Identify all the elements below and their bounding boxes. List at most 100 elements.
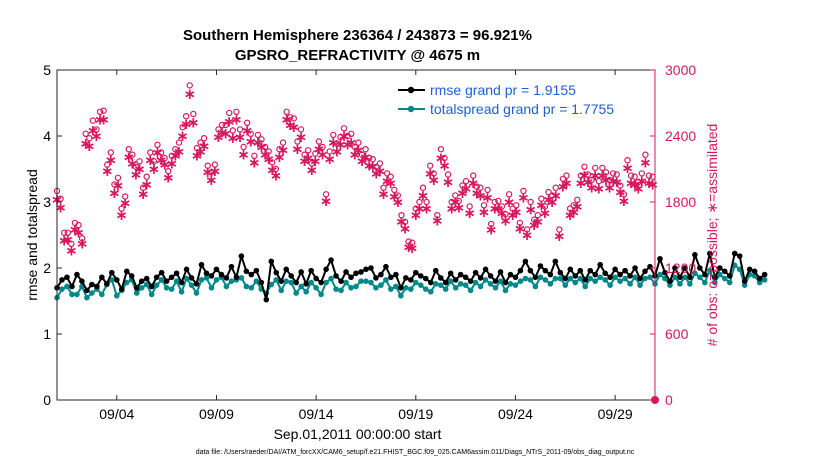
obs-assimilated-marker: ∗ [564,206,577,224]
obs-assimilated-marker: ∗ [61,230,74,248]
obs-assimilated-marker: ∗ [499,212,512,230]
rmse-point [587,267,594,274]
obs-possible-marker [584,171,592,178]
rmse-point [79,278,85,285]
rmse-point [612,266,618,273]
rmse-point [507,271,514,278]
totalspread-point [462,282,469,288]
obs-assimilated-marker: ∗ [560,174,573,192]
obs-assimilated-marker: ∗ [270,167,283,185]
rmse-point [761,271,768,278]
obs-possible-marker [394,192,402,199]
rmse-point [363,266,369,273]
y-left-tick-label: 1 [43,326,51,342]
totalspread-point [278,287,285,294]
obs-possible-marker [606,176,613,184]
totalspread-point [512,282,519,288]
totalspread-point [148,291,155,298]
obs-assimilated-marker: ∗ [83,137,96,155]
totalspread-point [398,292,404,299]
x-tick-label: 09/14 [299,406,334,422]
obs-assimilated-marker: ∗ [133,160,146,178]
obs-possible-marker [326,148,333,155]
rmse-point [323,266,329,273]
rmse-point [89,281,95,288]
y-right-tick-label: 2400 [665,128,696,144]
obs-possible-marker [136,158,143,165]
totalspread-point [726,279,733,286]
totalspread-point [597,274,603,281]
y-axis-label-left: rmse and totalspread [24,169,40,301]
rmse-point [94,283,100,290]
obs-possible-marker [129,151,136,158]
obs-assimilated-marker: ∗ [471,184,484,202]
obs-possible-marker [459,182,466,189]
legend-rmse-label: rmse grand pr = 1.9155 [430,82,576,98]
rmse-point [128,273,135,279]
rmse-point [213,266,220,273]
obs-possible-marker [182,112,190,120]
obs-assimilated-marker: ∗ [187,114,200,132]
rmse-point [442,279,449,286]
obs-possible-marker [502,210,509,218]
obs-possible-marker [82,130,89,137]
obs-assimilated-marker: ∗ [309,152,322,170]
obs-assimilated-marker: ∗ [191,147,204,165]
obs-assimilated-marker: ∗ [546,193,559,211]
rmse-point [283,266,290,273]
obs-assimilated-marker: ∗ [173,142,186,160]
totalspread-point [537,274,544,281]
chart-title: Southern Hemisphere 236364 / 243873 = 96… [183,27,532,44]
obs-assimilated-marker: ∗ [112,176,125,194]
rmse-point [622,267,628,274]
obs-possible-marker [190,110,197,118]
totalspread-point [223,283,230,290]
obs-assimilated-marker: ∗ [553,227,566,245]
obs-possible-marker [559,175,567,183]
obs-assimilated-marker: ∗ [194,142,207,160]
obs-assimilated-marker: ∗ [180,115,193,133]
obs-assimilated-marker: ∗ [79,135,92,153]
totalspread-point [133,290,140,296]
obs-possible-marker [226,109,233,117]
obs-possible-marker [243,119,251,127]
obs-possible-marker [68,240,75,247]
obs-possible-marker [437,145,445,153]
obs-assimilated-marker: ∗ [137,185,150,203]
rmse-point [118,286,125,292]
obs-possible-marker [269,159,276,166]
obs-assimilated-marker: ∗ [521,226,534,244]
obs-possible-marker [150,158,158,165]
totalspread-point [492,285,499,291]
totalspread-point [64,283,70,290]
obs-assimilated-marker: ∗ [216,124,229,142]
rmse-point [393,271,399,278]
obs-assimilated-marker: ∗ [582,173,595,191]
obs-assimilated-marker: ∗ [327,134,340,152]
obs-assimilated-marker: ∗ [524,201,537,219]
totalspread-point [273,277,280,283]
y-right-tick-label: 3000 [665,62,696,78]
data-file-footnote: data file: /Users/raeder/DAI/ATM_forcXX/… [195,449,635,456]
totalspread-point [487,281,494,287]
obs-possible-marker [96,108,104,116]
obs-possible-marker [391,186,398,194]
rmse-point [462,274,469,281]
rmse-point [168,274,175,281]
obs-assimilated-marker: ∗ [467,174,480,192]
rmse-point [492,278,499,285]
totalspread-point [657,271,663,278]
obs-assimilated-marker: ∗ [76,235,89,253]
totalspread-point [69,291,75,298]
totalspread-point [592,278,598,285]
obs-possible-marker [444,171,452,178]
rmse-point [273,269,280,276]
obs-possible-marker [114,174,122,181]
rmse-point [293,279,300,286]
obs-possible-marker [168,152,176,159]
obs-possible-marker [358,151,366,158]
totalspread-point [437,282,444,288]
obs-possible-marker [218,121,226,129]
totalspread-point [637,282,643,288]
totalspread-point [632,274,638,281]
